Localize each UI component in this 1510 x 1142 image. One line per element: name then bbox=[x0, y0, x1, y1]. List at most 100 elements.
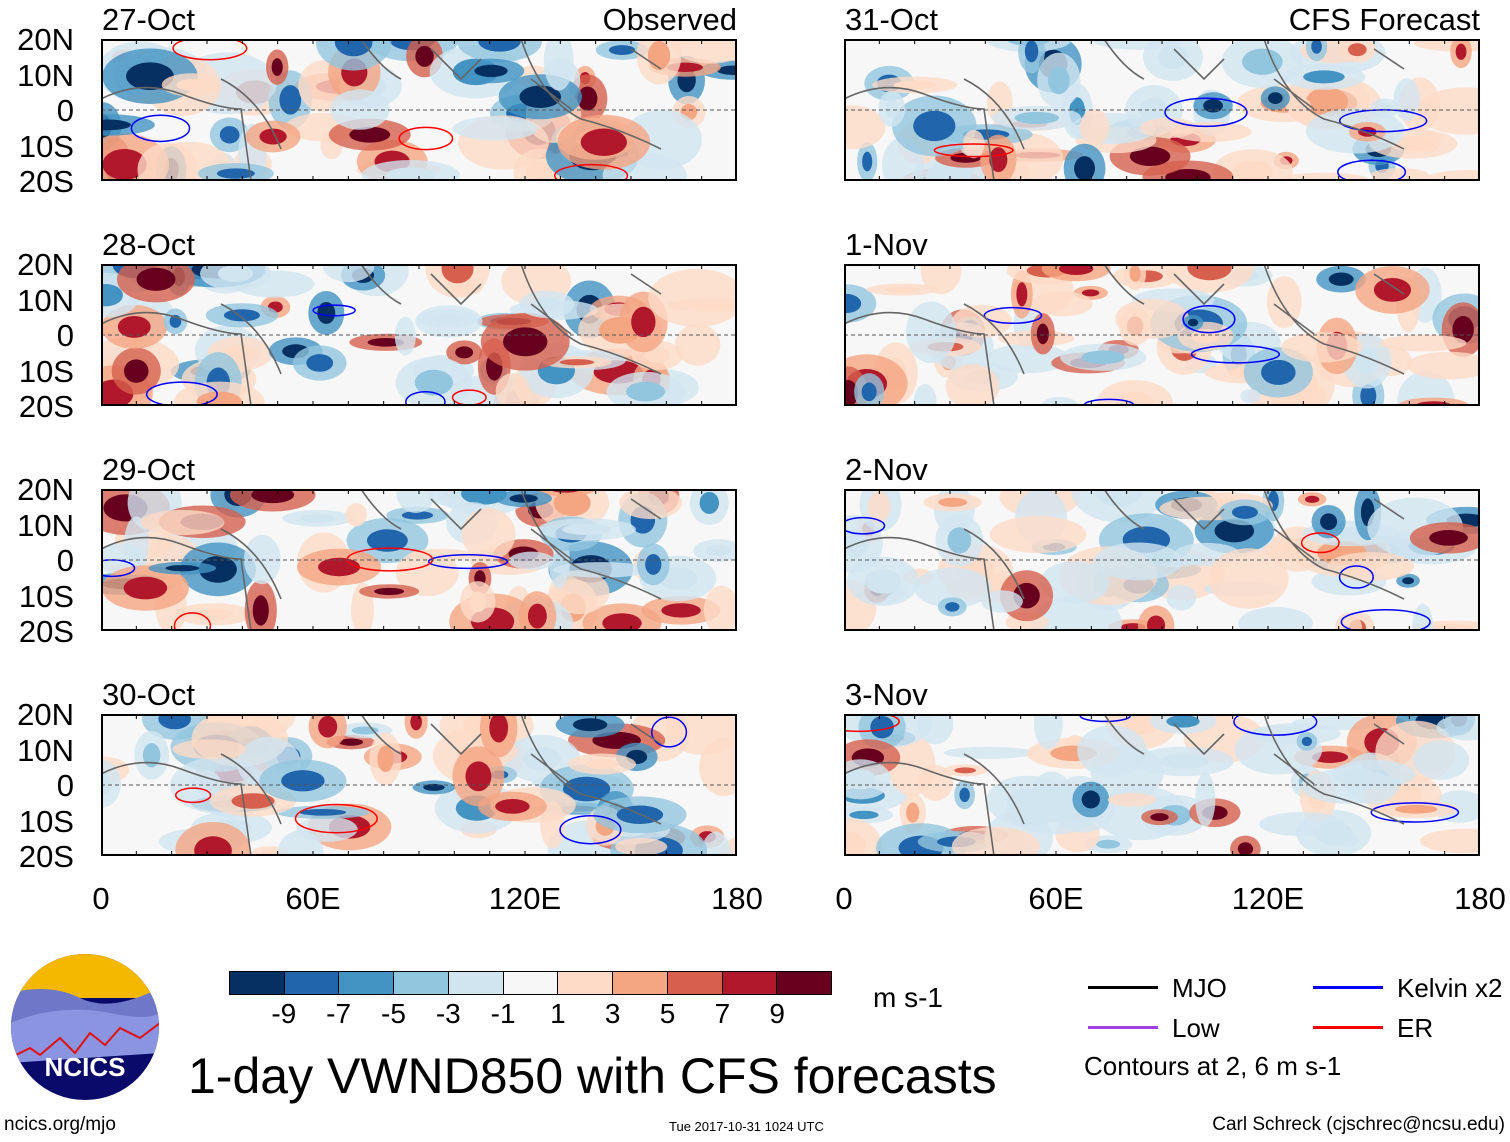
wind-anomaly-blob bbox=[275, 805, 370, 819]
wind-anomaly-blob bbox=[899, 792, 926, 833]
wind-anomaly-blob bbox=[943, 764, 987, 777]
lat-tick-label: 20N bbox=[17, 697, 74, 732]
wind-anomaly-blob bbox=[641, 596, 721, 625]
chart-title: 1-day VWND850 with CFS forecasts bbox=[188, 1048, 997, 1104]
wind-anomaly-blob bbox=[675, 323, 721, 366]
wave-contour bbox=[1340, 609, 1431, 631]
wave-contour bbox=[844, 516, 886, 535]
wind-anomaly-blob bbox=[878, 90, 906, 127]
panel-date-label: 29-Oct bbox=[102, 452, 196, 487]
wind-anomaly-blob bbox=[1396, 573, 1420, 588]
coastline bbox=[101, 39, 662, 181]
wind-anomaly-blob bbox=[1072, 781, 1110, 818]
wave-contour bbox=[983, 306, 1043, 325]
map-panel bbox=[844, 39, 1480, 181]
wave-contour bbox=[346, 547, 434, 572]
wind-anomaly-blob bbox=[292, 345, 347, 381]
wind-anomaly-blob bbox=[1230, 835, 1261, 856]
colorbar-swatch bbox=[230, 972, 285, 994]
wave-contour bbox=[294, 803, 378, 834]
map-panel bbox=[844, 714, 1480, 856]
wind-anomaly-blob bbox=[989, 515, 1087, 554]
wind-anomaly-blob bbox=[1425, 170, 1480, 181]
wind-anomaly-blob bbox=[981, 590, 1023, 613]
wind-anomaly-blob bbox=[457, 39, 542, 63]
wind-anomaly-blob bbox=[1282, 63, 1366, 90]
column-header: Observed bbox=[602, 2, 737, 37]
colorbar-label: 5 bbox=[659, 998, 676, 1029]
wind-anomaly-blob bbox=[892, 95, 977, 157]
wind-anomaly-blob bbox=[1393, 78, 1420, 121]
wind-anomaly-blob bbox=[277, 830, 324, 856]
wind-anomaly-blob bbox=[844, 818, 882, 856]
wind-anomaly-blob bbox=[361, 159, 460, 181]
colorbar-label: 3 bbox=[604, 998, 621, 1029]
wind-anomaly-blob bbox=[179, 542, 256, 597]
colorbar-label: -3 bbox=[435, 998, 461, 1029]
wind-anomaly-blob bbox=[174, 603, 253, 626]
wind-anomaly-blob bbox=[1260, 86, 1290, 110]
colorbar bbox=[229, 971, 832, 995]
wind-anomaly-blob bbox=[101, 114, 155, 136]
wind-anomaly-blob bbox=[606, 371, 685, 406]
wind-anomaly-blob bbox=[1115, 298, 1190, 339]
wind-anomaly-blob bbox=[412, 780, 456, 795]
wind-anomaly-blob bbox=[1296, 732, 1318, 751]
wind-anomaly-blob bbox=[1093, 542, 1183, 581]
legend-label: MJO bbox=[1172, 973, 1227, 1003]
colorbar-label: -9 bbox=[271, 998, 297, 1029]
wind-anomaly-blob bbox=[308, 290, 345, 335]
wind-anomaly-blob bbox=[954, 780, 976, 810]
wind-anomaly-blob bbox=[914, 567, 991, 608]
lon-tick-label: 0 bbox=[835, 881, 853, 916]
wind-anomaly-blob bbox=[137, 142, 198, 181]
wind-anomaly-blob bbox=[693, 539, 737, 562]
legend-line bbox=[1088, 986, 1158, 989]
wind-anomaly-blob bbox=[330, 89, 390, 130]
lon-tick-label: 120E bbox=[1231, 881, 1305, 916]
lat-tick-label: 10N bbox=[17, 507, 74, 543]
wave-contour bbox=[1233, 714, 1318, 736]
lat-tick-label: 20S bbox=[18, 389, 74, 424]
legend-label: ER bbox=[1397, 1013, 1434, 1043]
wind-anomaly-blob bbox=[101, 565, 190, 611]
wind-anomaly-blob bbox=[689, 489, 729, 526]
wind-anomaly-blob bbox=[1450, 39, 1472, 69]
wind-anomaly-blob bbox=[395, 549, 459, 597]
wind-anomaly-blob bbox=[359, 584, 420, 599]
coastline bbox=[844, 489, 1405, 631]
colorbar-swatch bbox=[777, 972, 832, 994]
map-panel bbox=[844, 264, 1480, 406]
map-panel bbox=[101, 39, 737, 181]
wind-anomaly-blob bbox=[480, 312, 570, 371]
wind-anomaly-blob bbox=[1182, 314, 1204, 331]
wind-anomaly-blob bbox=[1041, 264, 1111, 282]
wind-anomaly-blob bbox=[111, 347, 161, 395]
wind-anomaly-blob bbox=[1413, 740, 1470, 780]
colorbar-swatch bbox=[284, 972, 340, 994]
wind-anomaly-blob bbox=[117, 264, 195, 303]
wind-anomaly-blob bbox=[134, 730, 170, 780]
wind-anomaly-blob bbox=[857, 141, 878, 181]
wind-anomaly-blob bbox=[1221, 39, 1303, 89]
wind-anomaly-blob bbox=[615, 837, 668, 856]
footer-url[interactable]: ncics.org/mjo bbox=[4, 1114, 116, 1135]
wind-anomaly-blob bbox=[854, 373, 885, 406]
panel-date-label: 28-Oct bbox=[102, 227, 196, 262]
wind-anomaly-blob bbox=[1077, 725, 1147, 777]
wind-anomaly-blob bbox=[945, 364, 1000, 406]
wind-anomaly-blob bbox=[1238, 606, 1313, 631]
wind-anomaly-blob bbox=[1327, 552, 1414, 581]
coastline bbox=[844, 39, 1405, 181]
lat-tick-label: 0 bbox=[56, 318, 74, 353]
wind-anomaly-blob bbox=[913, 384, 937, 406]
legend-label: Kelvin x2 bbox=[1397, 973, 1503, 1003]
wave-contour bbox=[1164, 97, 1248, 128]
wave-contour bbox=[145, 381, 218, 406]
wind-anomaly-blob bbox=[1409, 522, 1480, 554]
wave-contour bbox=[1370, 802, 1460, 823]
wind-anomaly-blob bbox=[244, 580, 277, 631]
wave-contour bbox=[312, 304, 356, 317]
lat-tick-label: 0 bbox=[56, 768, 74, 803]
wind-anomaly-blob bbox=[1243, 347, 1313, 398]
